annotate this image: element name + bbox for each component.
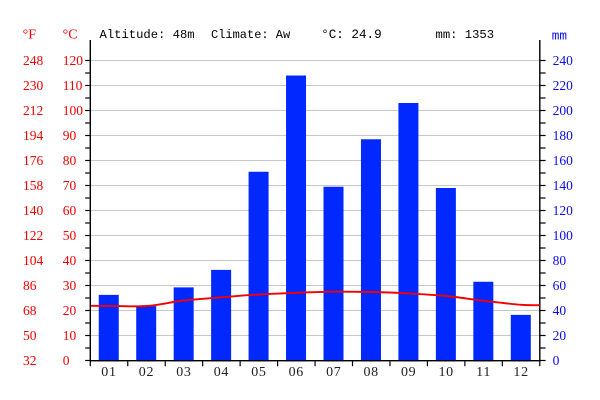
svg-text:06: 06 bbox=[289, 365, 304, 380]
svg-text:12: 12 bbox=[513, 365, 528, 380]
svg-text:80: 80 bbox=[553, 253, 567, 268]
svg-text:68: 68 bbox=[23, 303, 37, 318]
svg-text:158: 158 bbox=[23, 178, 44, 193]
svg-text:240: 240 bbox=[553, 53, 574, 68]
svg-text:°F: °F bbox=[23, 28, 37, 43]
svg-text:100: 100 bbox=[553, 228, 574, 243]
svg-text:mm: mm bbox=[552, 28, 567, 43]
svg-text:90: 90 bbox=[63, 128, 77, 143]
svg-text:0: 0 bbox=[553, 353, 560, 368]
svg-text:°C: 24.9: °C: 24.9 bbox=[321, 28, 381, 42]
svg-text:04: 04 bbox=[214, 365, 229, 380]
svg-text:104: 104 bbox=[23, 253, 44, 268]
svg-text:140: 140 bbox=[553, 178, 574, 193]
svg-text:0: 0 bbox=[63, 353, 70, 368]
svg-text:176: 176 bbox=[23, 153, 44, 168]
svg-text:212: 212 bbox=[23, 103, 43, 118]
svg-text:07: 07 bbox=[326, 365, 341, 380]
svg-text:11: 11 bbox=[476, 365, 491, 380]
svg-text:80: 80 bbox=[63, 153, 77, 168]
svg-text:10: 10 bbox=[63, 328, 77, 343]
svg-text:50: 50 bbox=[23, 328, 37, 343]
svg-text:248: 248 bbox=[23, 53, 44, 68]
svg-text:120: 120 bbox=[63, 53, 83, 68]
svg-text:09: 09 bbox=[401, 365, 416, 380]
svg-text:194: 194 bbox=[23, 128, 44, 143]
svg-text:40: 40 bbox=[63, 253, 77, 268]
svg-text:86: 86 bbox=[23, 278, 37, 293]
svg-text:230: 230 bbox=[23, 78, 44, 93]
svg-text:180: 180 bbox=[553, 128, 574, 143]
svg-text:Climate: Aw: Climate: Aw bbox=[211, 28, 291, 42]
svg-text:mm: 1353: mm: 1353 bbox=[436, 28, 495, 42]
svg-text:60: 60 bbox=[63, 203, 77, 218]
svg-text:05: 05 bbox=[251, 365, 266, 380]
svg-text:32: 32 bbox=[23, 353, 37, 368]
svg-text:30: 30 bbox=[63, 278, 77, 293]
svg-text:Altitude: 48m: Altitude: 48m bbox=[100, 28, 195, 42]
svg-text:40: 40 bbox=[553, 303, 567, 318]
svg-text:60: 60 bbox=[553, 278, 567, 293]
svg-text:100: 100 bbox=[63, 103, 83, 118]
svg-text:110: 110 bbox=[63, 78, 83, 93]
svg-text:20: 20 bbox=[63, 303, 77, 318]
svg-text:122: 122 bbox=[23, 228, 43, 243]
svg-text:10: 10 bbox=[438, 365, 453, 380]
svg-text:°C: °C bbox=[63, 28, 78, 43]
svg-text:120: 120 bbox=[553, 203, 574, 218]
svg-text:140: 140 bbox=[23, 203, 44, 218]
svg-text:03: 03 bbox=[176, 365, 191, 380]
svg-text:70: 70 bbox=[63, 178, 77, 193]
svg-text:160: 160 bbox=[553, 153, 574, 168]
svg-text:200: 200 bbox=[553, 103, 574, 118]
svg-text:50: 50 bbox=[63, 228, 77, 243]
svg-text:02: 02 bbox=[139, 365, 154, 380]
svg-text:20: 20 bbox=[553, 328, 567, 343]
svg-text:220: 220 bbox=[553, 78, 574, 93]
svg-text:01: 01 bbox=[101, 365, 116, 380]
svg-text:08: 08 bbox=[363, 365, 378, 380]
